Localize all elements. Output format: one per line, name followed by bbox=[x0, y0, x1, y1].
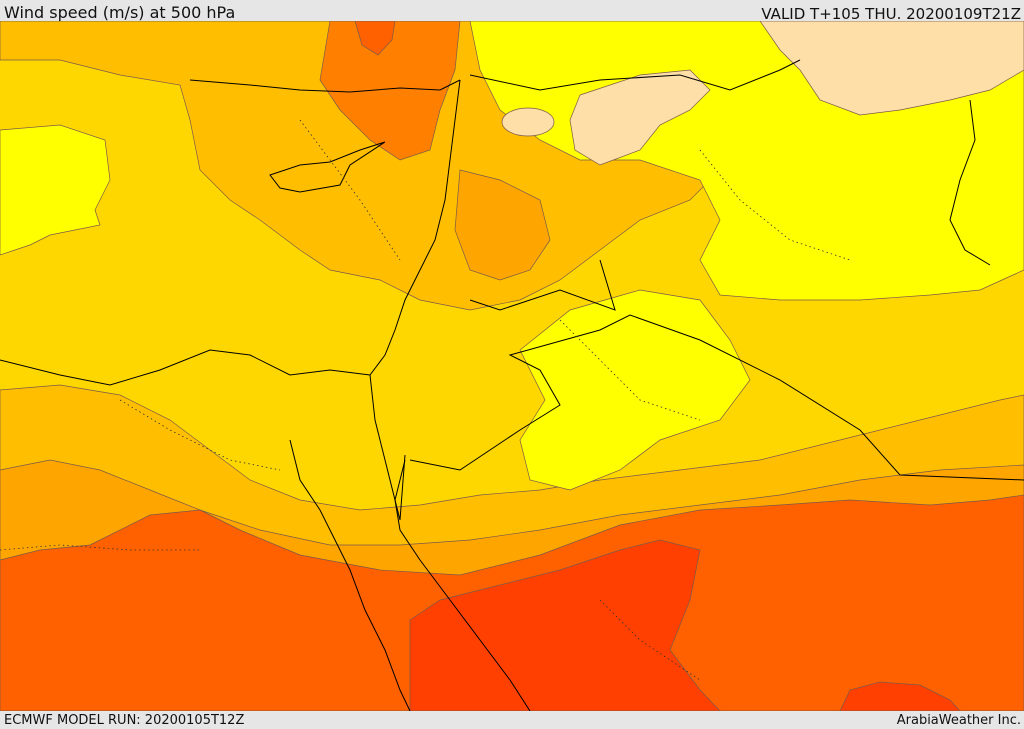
valid-time: VALID T+105 THU. 20200109T21Z bbox=[761, 5, 1021, 23]
footer-bar: ECMWF MODEL RUN: 20200105T12Z ArabiaWeat… bbox=[0, 711, 1024, 729]
cyprus bbox=[269, 141, 386, 193]
map-canvas bbox=[0, 21, 1024, 711]
sinai-gulf bbox=[369, 374, 406, 521]
anatolia-coast bbox=[189, 79, 461, 93]
north-africa-coast bbox=[0, 349, 371, 386]
wind-speed-map[interactable] bbox=[0, 21, 1024, 711]
persian-gulf bbox=[949, 99, 991, 266]
admin-boundaries bbox=[0, 119, 851, 681]
field-dark-orange bbox=[319, 21, 461, 161]
field-orange-patch bbox=[454, 169, 551, 281]
credit-text: ArabiaWeather Inc. bbox=[896, 713, 1021, 728]
field-lightest-central bbox=[569, 69, 711, 166]
field-red bbox=[409, 539, 721, 711]
jordan-border bbox=[469, 259, 616, 311]
iraq-border bbox=[469, 59, 801, 91]
field-yellow-central bbox=[519, 289, 751, 491]
coastlines bbox=[0, 59, 1024, 711]
saudi-border bbox=[409, 314, 1024, 481]
field-red-east bbox=[839, 681, 961, 711]
levant-coast bbox=[369, 79, 461, 376]
map-title: Wind speed (m/s) at 500 hPa bbox=[4, 3, 236, 22]
field-dark-orange-core bbox=[354, 21, 396, 56]
model-run: ECMWF MODEL RUN: 20200105T12Z bbox=[4, 713, 245, 728]
header-bar: Wind speed (m/s) at 500 hPa VALID T+105 … bbox=[0, 0, 1024, 23]
red-sea-west bbox=[289, 439, 411, 711]
field-lightest-oval bbox=[501, 107, 555, 137]
field-yellow-west bbox=[0, 124, 111, 256]
